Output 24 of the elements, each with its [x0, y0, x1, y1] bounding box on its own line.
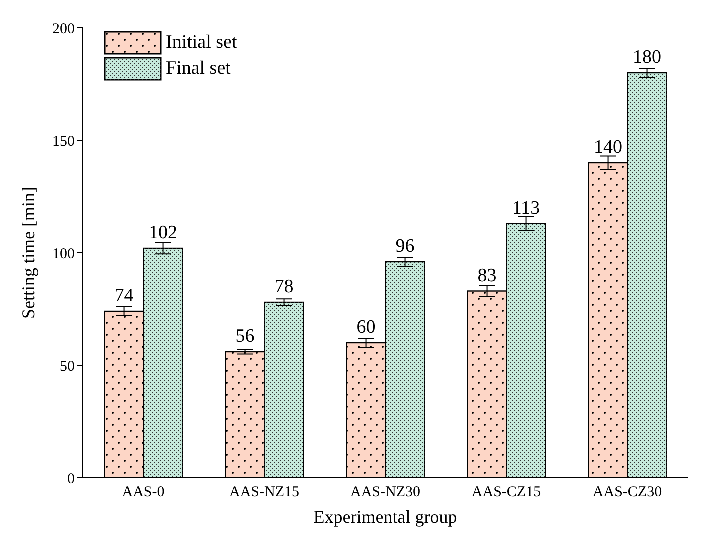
- data-label: 102: [149, 222, 178, 244]
- x-axis-title: Experimental group: [314, 507, 458, 527]
- x-tick-label: AAS-NZ30: [350, 484, 420, 501]
- data-label: 74: [114, 286, 134, 306]
- y-tick-label: 150: [52, 134, 75, 150]
- y-axis-title: Setting time [min]: [18, 187, 38, 319]
- legend-label: Initial set: [166, 31, 238, 55]
- y-tick-label: 200: [52, 21, 75, 38]
- y-tick-label: 50: [60, 358, 75, 375]
- x-tick-label: AAS-0: [122, 484, 165, 501]
- y-tick-label: 0: [68, 471, 75, 488]
- data-label: 96: [396, 236, 415, 257]
- x-tick-label: AAS-CZ30: [592, 484, 662, 501]
- data-label: 140: [594, 137, 623, 158]
- data-label: 60: [356, 317, 376, 338]
- y-tick-label: 100: [52, 246, 75, 262]
- legend-label: Final set: [166, 57, 231, 81]
- data-label: 78: [274, 276, 294, 298]
- x-tick-label: AAS-NZ15: [230, 484, 300, 501]
- data-label: 180: [633, 47, 662, 68]
- x-tick-label: AAS-CZ15: [472, 484, 542, 501]
- data-label: 56: [236, 326, 255, 347]
- data-label: 83: [478, 265, 497, 286]
- data-label: 113: [512, 198, 540, 219]
